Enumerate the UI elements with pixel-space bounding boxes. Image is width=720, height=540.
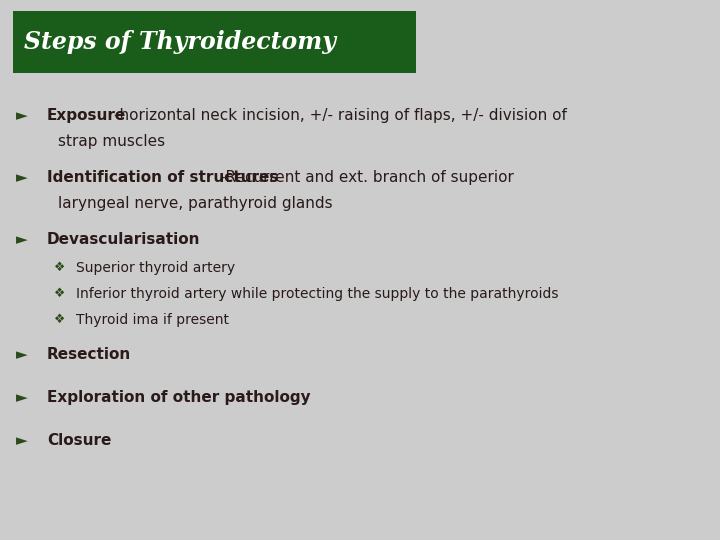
Text: Thyroid ima if present: Thyroid ima if present (76, 313, 229, 327)
Text: ►: ► (16, 433, 27, 448)
Text: Identification of structures: Identification of structures (47, 170, 284, 185)
Text: Exploration of other pathology: Exploration of other pathology (47, 390, 310, 405)
Text: ►: ► (16, 232, 27, 247)
Text: ►: ► (16, 390, 27, 405)
Text: Steps of Thyroidectomy: Steps of Thyroidectomy (24, 30, 336, 54)
FancyBboxPatch shape (13, 11, 416, 73)
Text: Superior thyroid artery: Superior thyroid artery (76, 261, 235, 275)
Text: Inferior thyroid artery while protecting the supply to the parathyroids: Inferior thyroid artery while protecting… (76, 287, 558, 301)
Text: ❖: ❖ (54, 261, 66, 274)
Text: Exposure: Exposure (47, 108, 126, 123)
Text: ❖: ❖ (54, 313, 66, 326)
Text: ❖: ❖ (54, 287, 66, 300)
Text: strap muscles: strap muscles (58, 134, 165, 149)
Text: Devascularisation: Devascularisation (47, 232, 200, 247)
Text: Resection: Resection (47, 347, 131, 362)
Text: ►: ► (16, 108, 27, 123)
Text: ►: ► (16, 347, 27, 362)
Text: -Recurrent and ext. branch of superior: -Recurrent and ext. branch of superior (220, 170, 513, 185)
Text: -horizontal neck incision, +/- raising of flaps, +/- division of: -horizontal neck incision, +/- raising o… (114, 108, 567, 123)
Text: laryngeal nerve, parathyroid glands: laryngeal nerve, parathyroid glands (58, 196, 332, 211)
Text: Closure: Closure (47, 433, 111, 448)
Text: ►: ► (16, 170, 27, 185)
